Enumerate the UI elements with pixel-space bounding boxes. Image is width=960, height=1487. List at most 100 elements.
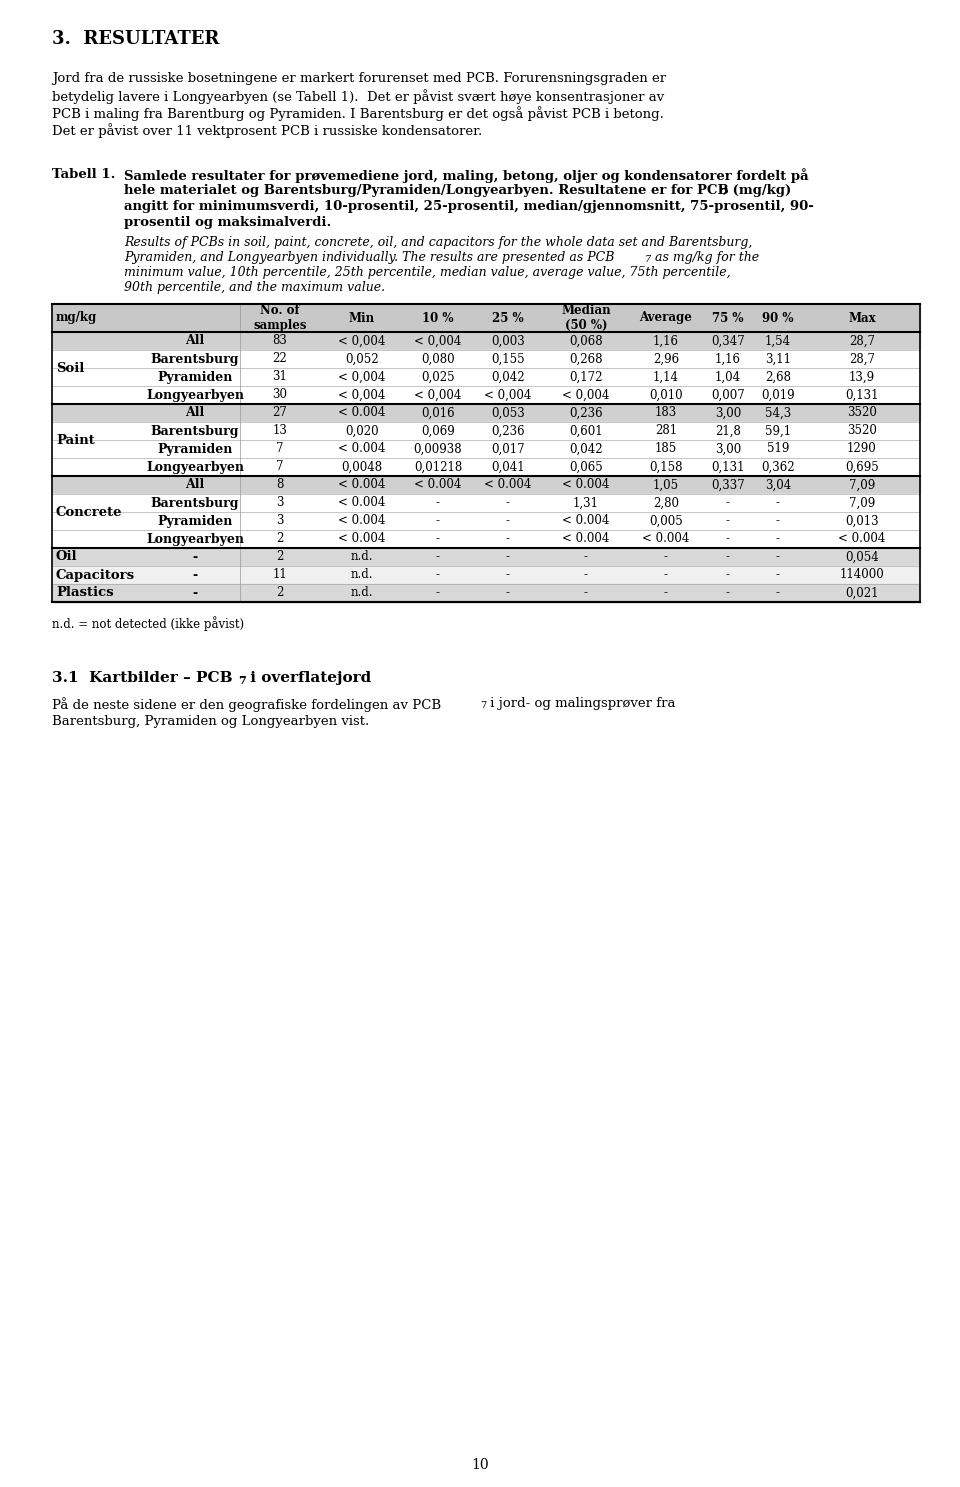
Text: 8: 8 [276, 479, 284, 492]
Text: 0,236: 0,236 [569, 406, 603, 419]
Text: -: - [776, 586, 780, 599]
Text: 0,268: 0,268 [569, 352, 603, 366]
Text: < 0.004: < 0.004 [563, 532, 610, 546]
Bar [52, 440, 920, 458]
Text: -: - [664, 550, 668, 564]
Text: -: - [726, 497, 730, 510]
Text: 0,080: 0,080 [421, 352, 455, 366]
Text: 0,019: 0,019 [761, 388, 795, 401]
Text: < 0.004: < 0.004 [563, 479, 610, 492]
Text: 7,09: 7,09 [849, 497, 876, 510]
Text: Barentsburg: Barentsburg [151, 424, 239, 437]
Text: All: All [185, 479, 204, 492]
Text: 13,9: 13,9 [849, 370, 876, 384]
Text: 0,0048: 0,0048 [342, 461, 383, 473]
Text: 1,31: 1,31 [573, 497, 599, 510]
Text: -: - [776, 515, 780, 528]
Text: Jord fra de russiske bosetningene er markert forurenset med PCB. Forurensningsgr: Jord fra de russiske bosetningene er mar… [52, 71, 666, 85]
Text: 0,337: 0,337 [711, 479, 745, 492]
Text: 7: 7 [720, 187, 728, 196]
Text: 0,236: 0,236 [492, 424, 525, 437]
Bar [52, 549, 920, 567]
Text: Max: Max [849, 311, 876, 324]
Text: 27: 27 [273, 406, 287, 419]
Text: < 0,004: < 0,004 [484, 388, 532, 401]
Text: Pyramiden: Pyramiden [157, 443, 232, 455]
Text: Barentsburg: Barentsburg [151, 352, 239, 366]
Text: n.d.: n.d. [350, 586, 373, 599]
Text: 0,025: 0,025 [421, 370, 455, 384]
Text: -: - [726, 550, 730, 564]
Text: 0,131: 0,131 [711, 461, 745, 473]
Text: 1,04: 1,04 [715, 370, 741, 384]
Text: -: - [436, 532, 440, 546]
Text: < 0,004: < 0,004 [415, 388, 462, 401]
Text: 0,155: 0,155 [492, 352, 525, 366]
Text: -: - [584, 550, 588, 564]
Text: 10: 10 [471, 1457, 489, 1472]
Bar [52, 567, 920, 584]
Text: 7: 7 [480, 700, 487, 709]
Text: 13: 13 [273, 424, 287, 437]
Text: 0,053: 0,053 [492, 406, 525, 419]
Text: Longyearbyen: Longyearbyen [146, 532, 244, 546]
Text: < 0.004: < 0.004 [338, 479, 386, 492]
Text: 0,003: 0,003 [492, 335, 525, 348]
Text: mg/kg: mg/kg [56, 311, 97, 324]
Bar [52, 387, 920, 404]
Text: < 0,004: < 0,004 [338, 388, 386, 401]
Text: -: - [192, 586, 198, 599]
Text: -: - [436, 568, 440, 581]
Text: 0,172: 0,172 [569, 370, 603, 384]
Text: 0,016: 0,016 [421, 406, 455, 419]
Text: angitt for minimumsverdi, 10-prosentil, 25-prosentil, median/gjennomsnitt, 75-pr: angitt for minimumsverdi, 10-prosentil, … [124, 199, 814, 213]
Text: 28,7: 28,7 [849, 352, 875, 366]
Text: 3: 3 [276, 515, 284, 528]
Text: 3,00: 3,00 [715, 443, 741, 455]
Text: n.d.: n.d. [350, 568, 373, 581]
Bar [52, 529, 920, 549]
Text: 2,80: 2,80 [653, 497, 679, 510]
Bar [52, 422, 920, 440]
Text: Concrete: Concrete [56, 506, 123, 519]
Text: 7,09: 7,09 [849, 479, 876, 492]
Text: 7: 7 [645, 254, 651, 265]
Text: 2,68: 2,68 [765, 370, 791, 384]
Text: 3.  RESULTATER: 3. RESULTATER [52, 30, 220, 48]
Text: Capacitors: Capacitors [56, 568, 135, 581]
Text: 1,05: 1,05 [653, 479, 679, 492]
Text: < 0.004: < 0.004 [338, 406, 386, 419]
Text: 0,020: 0,020 [346, 424, 379, 437]
Text: < 0,004: < 0,004 [415, 335, 462, 348]
Text: 0,068: 0,068 [569, 335, 603, 348]
Text: 59,1: 59,1 [765, 424, 791, 437]
Text: Paint: Paint [56, 434, 95, 446]
Text: Pyramiden: Pyramiden [157, 515, 232, 528]
Text: 0,007: 0,007 [711, 388, 745, 401]
Text: No. of
samples: No. of samples [253, 303, 307, 332]
Text: -: - [584, 586, 588, 599]
Text: -: - [192, 550, 198, 564]
Text: 0,052: 0,052 [346, 352, 379, 366]
Text: -: - [436, 515, 440, 528]
Text: < 0.004: < 0.004 [338, 443, 386, 455]
Text: 0,362: 0,362 [761, 461, 795, 473]
Text: -: - [436, 497, 440, 510]
Text: 28,7: 28,7 [849, 335, 875, 348]
Text: Pyramiden, and Longyearbyen individually. The results are presented as PCB: Pyramiden, and Longyearbyen individually… [124, 251, 614, 265]
Text: Median
(50 %): Median (50 %) [562, 303, 611, 332]
Bar [52, 404, 920, 422]
Bar [52, 367, 920, 387]
Text: 54,3: 54,3 [765, 406, 791, 419]
Text: 0,131: 0,131 [845, 388, 878, 401]
Text: All: All [185, 406, 204, 419]
Text: 183: 183 [655, 406, 677, 419]
Bar [52, 476, 920, 494]
Text: All: All [185, 335, 204, 348]
Text: Det er påvist over 11 vektprosent PCB i russiske kondensatorer.: Det er påvist over 11 vektprosent PCB i … [52, 123, 482, 138]
Text: < 0.004: < 0.004 [338, 497, 386, 510]
Text: Oil: Oil [56, 550, 78, 564]
Text: Results of PCBs in soil, paint, concrete, oil, and capacitors for the whole data: Results of PCBs in soil, paint, concrete… [124, 236, 753, 248]
Text: 11: 11 [273, 568, 287, 581]
Text: < 0.004: < 0.004 [338, 532, 386, 546]
